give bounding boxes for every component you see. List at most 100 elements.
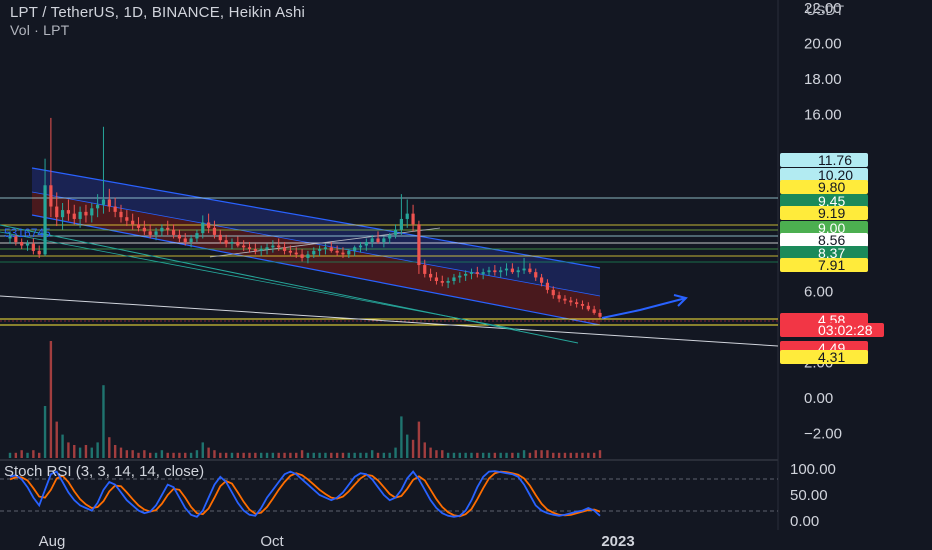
candle[interactable] bbox=[475, 266, 479, 278]
candle[interactable] bbox=[207, 213, 211, 234]
candle[interactable] bbox=[43, 158, 47, 257]
candle[interactable] bbox=[504, 263, 509, 276]
candle[interactable] bbox=[247, 242, 252, 253]
price-label[interactable]: 9.00 bbox=[780, 220, 868, 236]
candle[interactable] bbox=[90, 203, 94, 223]
candle[interactable] bbox=[8, 231, 12, 244]
candle[interactable] bbox=[212, 220, 217, 239]
candle[interactable] bbox=[341, 247, 345, 258]
candle[interactable] bbox=[364, 238, 368, 251]
candle[interactable] bbox=[171, 224, 176, 239]
candle[interactable] bbox=[201, 215, 205, 239]
candle[interactable] bbox=[224, 234, 228, 248]
candle[interactable] bbox=[195, 229, 199, 242]
candle[interactable] bbox=[569, 296, 573, 306]
candle[interactable] bbox=[125, 210, 129, 227]
candle[interactable] bbox=[218, 229, 222, 244]
candle[interactable] bbox=[282, 242, 287, 255]
candle[interactable] bbox=[405, 199, 409, 228]
candle[interactable] bbox=[428, 268, 433, 281]
candle[interactable] bbox=[20, 238, 24, 250]
price-label[interactable]: 8.37 bbox=[780, 245, 868, 261]
candle[interactable] bbox=[160, 224, 164, 237]
volume-legend[interactable]: Vol · LPT bbox=[10, 22, 70, 38]
candle[interactable] bbox=[312, 247, 316, 258]
candle[interactable] bbox=[113, 197, 117, 218]
candle[interactable] bbox=[499, 266, 503, 278]
candle[interactable] bbox=[539, 273, 544, 287]
candle[interactable] bbox=[142, 220, 146, 235]
price-label[interactable]: 7.91 bbox=[780, 257, 868, 273]
candle[interactable] bbox=[329, 242, 333, 253]
candle[interactable] bbox=[545, 279, 550, 294]
candle[interactable] bbox=[411, 204, 415, 232]
candle[interactable] bbox=[575, 298, 579, 308]
projection-arrow[interactable] bbox=[601, 294, 688, 319]
candle[interactable] bbox=[563, 295, 567, 305]
candle[interactable] bbox=[14, 234, 18, 246]
candle[interactable] bbox=[60, 203, 65, 230]
time-axis-ticks[interactable]: Aug Oct 2023 bbox=[39, 533, 635, 550]
candle[interactable] bbox=[388, 233, 392, 244]
candle[interactable] bbox=[306, 250, 310, 264]
candle[interactable] bbox=[534, 268, 538, 281]
candle[interactable] bbox=[522, 257, 526, 274]
candle[interactable] bbox=[189, 234, 193, 248]
candle[interactable] bbox=[96, 194, 100, 218]
candle[interactable] bbox=[253, 243, 257, 255]
candle[interactable] bbox=[37, 245, 41, 258]
candle[interactable] bbox=[166, 220, 170, 235]
candle[interactable] bbox=[358, 242, 363, 253]
candle[interactable] bbox=[119, 204, 123, 223]
candle[interactable] bbox=[107, 188, 111, 212]
candle[interactable] bbox=[417, 220, 421, 274]
candle[interactable] bbox=[446, 277, 450, 289]
candle[interactable] bbox=[259, 245, 263, 257]
candle[interactable] bbox=[288, 245, 292, 257]
candle[interactable] bbox=[78, 206, 82, 228]
price-label[interactable]: 4.31 bbox=[780, 349, 868, 365]
candle[interactable] bbox=[131, 213, 135, 230]
candle[interactable] bbox=[323, 243, 328, 255]
candle[interactable] bbox=[557, 291, 561, 303]
candle[interactable] bbox=[318, 245, 322, 257]
price-label[interactable]: 10.20 bbox=[780, 167, 868, 183]
channel-top-line[interactable] bbox=[31, 167, 601, 269]
price-label[interactable]: 9.45 bbox=[780, 193, 868, 209]
candle[interactable] bbox=[551, 286, 555, 299]
candle[interactable] bbox=[347, 249, 351, 258]
candle[interactable] bbox=[148, 224, 152, 239]
candle[interactable] bbox=[277, 238, 281, 251]
candle[interactable] bbox=[434, 272, 439, 285]
channel-bottom-line[interactable] bbox=[31, 214, 601, 326]
candle[interactable] bbox=[335, 245, 339, 257]
candle[interactable] bbox=[25, 240, 30, 251]
candle[interactable] bbox=[183, 233, 187, 246]
candle[interactable] bbox=[177, 229, 182, 242]
candle[interactable] bbox=[154, 227, 158, 241]
candle[interactable] bbox=[452, 273, 456, 285]
candle[interactable] bbox=[101, 126, 106, 214]
candle[interactable] bbox=[528, 263, 532, 274]
candle[interactable] bbox=[84, 204, 88, 223]
candle[interactable] bbox=[31, 238, 35, 255]
candle[interactable] bbox=[265, 243, 269, 255]
candle[interactable] bbox=[580, 300, 585, 310]
candle[interactable] bbox=[423, 259, 427, 278]
candle[interactable] bbox=[242, 240, 246, 251]
candle[interactable] bbox=[493, 265, 497, 276]
candle[interactable] bbox=[592, 305, 596, 315]
candle[interactable] bbox=[353, 245, 357, 257]
candle[interactable] bbox=[586, 302, 590, 312]
price-label[interactable]: 9.19 bbox=[780, 205, 868, 221]
teal-trendline[interactable] bbox=[0, 224, 579, 344]
candle[interactable] bbox=[464, 270, 468, 281]
candle[interactable] bbox=[382, 236, 386, 248]
price-label[interactable]: 03:02:28 bbox=[780, 322, 884, 338]
stoch-rsi-legend[interactable]: Stoch RSI (3, 3, 14, 14, close) bbox=[4, 463, 205, 480]
candle[interactable] bbox=[393, 224, 398, 239]
price-label[interactable]: 9.80 bbox=[780, 179, 868, 195]
candle[interactable] bbox=[440, 275, 444, 287]
